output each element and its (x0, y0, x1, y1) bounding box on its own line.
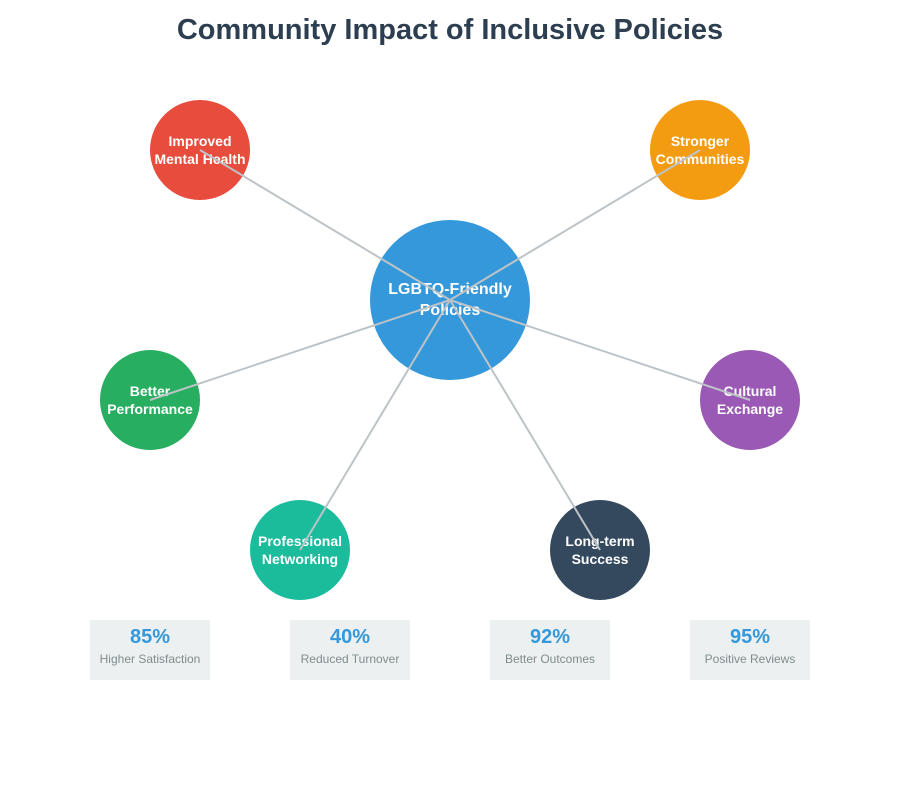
node-long-term-success: Long-term Success (550, 500, 650, 600)
node-label-line-2: Networking (261, 551, 339, 567)
node-label-line-2: Exchange (716, 401, 784, 417)
stat-card-positive-reviews: 95% Positive Reviews (690, 620, 810, 680)
stat-label: Positive Reviews (704, 652, 796, 666)
hub-label-line-2: Policies (419, 302, 481, 319)
stat-label: Reduced Turnover (300, 652, 400, 666)
stat-value: 40% (329, 626, 371, 648)
node-label-line-2: Communities (655, 151, 745, 167)
node-professional-networking: Professional Networking (250, 500, 350, 600)
node-label-line-1: Long-term (565, 533, 635, 549)
node-label-line-1: Improved (168, 133, 232, 149)
node-label-line-1: Better (129, 383, 171, 399)
stat-value: 95% (729, 626, 771, 648)
hub-label-line-1: LGBTQ-Friendly (388, 281, 512, 298)
node-label-line-2: Success (571, 551, 629, 567)
page-title: Community Impact of Inclusive Policies (176, 14, 724, 46)
node-label-line-1: Cultural (723, 383, 777, 399)
stat-label: Better Outcomes (504, 652, 596, 666)
node-label-line-1: Professional (257, 533, 343, 549)
node-cultural-exchange: Cultural Exchange (700, 350, 800, 450)
stat-label: Higher Satisfaction (99, 652, 201, 666)
stat-value: 92% (529, 626, 571, 648)
node-better-performance: Better Performance (100, 350, 200, 450)
node-label-line-2: Performance (107, 401, 193, 417)
node-improved-mental-health: Improved Mental Health (150, 100, 250, 200)
stat-card-reduced-turnover: 40% Reduced Turnover (290, 620, 410, 680)
node-stronger-communities: Stronger Communities (650, 100, 750, 200)
stat-card-better-outcomes: 92% Better Outcomes (490, 620, 610, 680)
node-label-line-2: Mental Health (154, 151, 246, 167)
node-label-line-1: Stronger (670, 133, 730, 149)
hub-node-lgbtq-friendly-policies: LGBTQ-Friendly Policies (370, 220, 530, 380)
stat-value: 85% (129, 626, 171, 648)
stat-card-higher-satisfaction: 85% Higher Satisfaction (90, 620, 210, 680)
